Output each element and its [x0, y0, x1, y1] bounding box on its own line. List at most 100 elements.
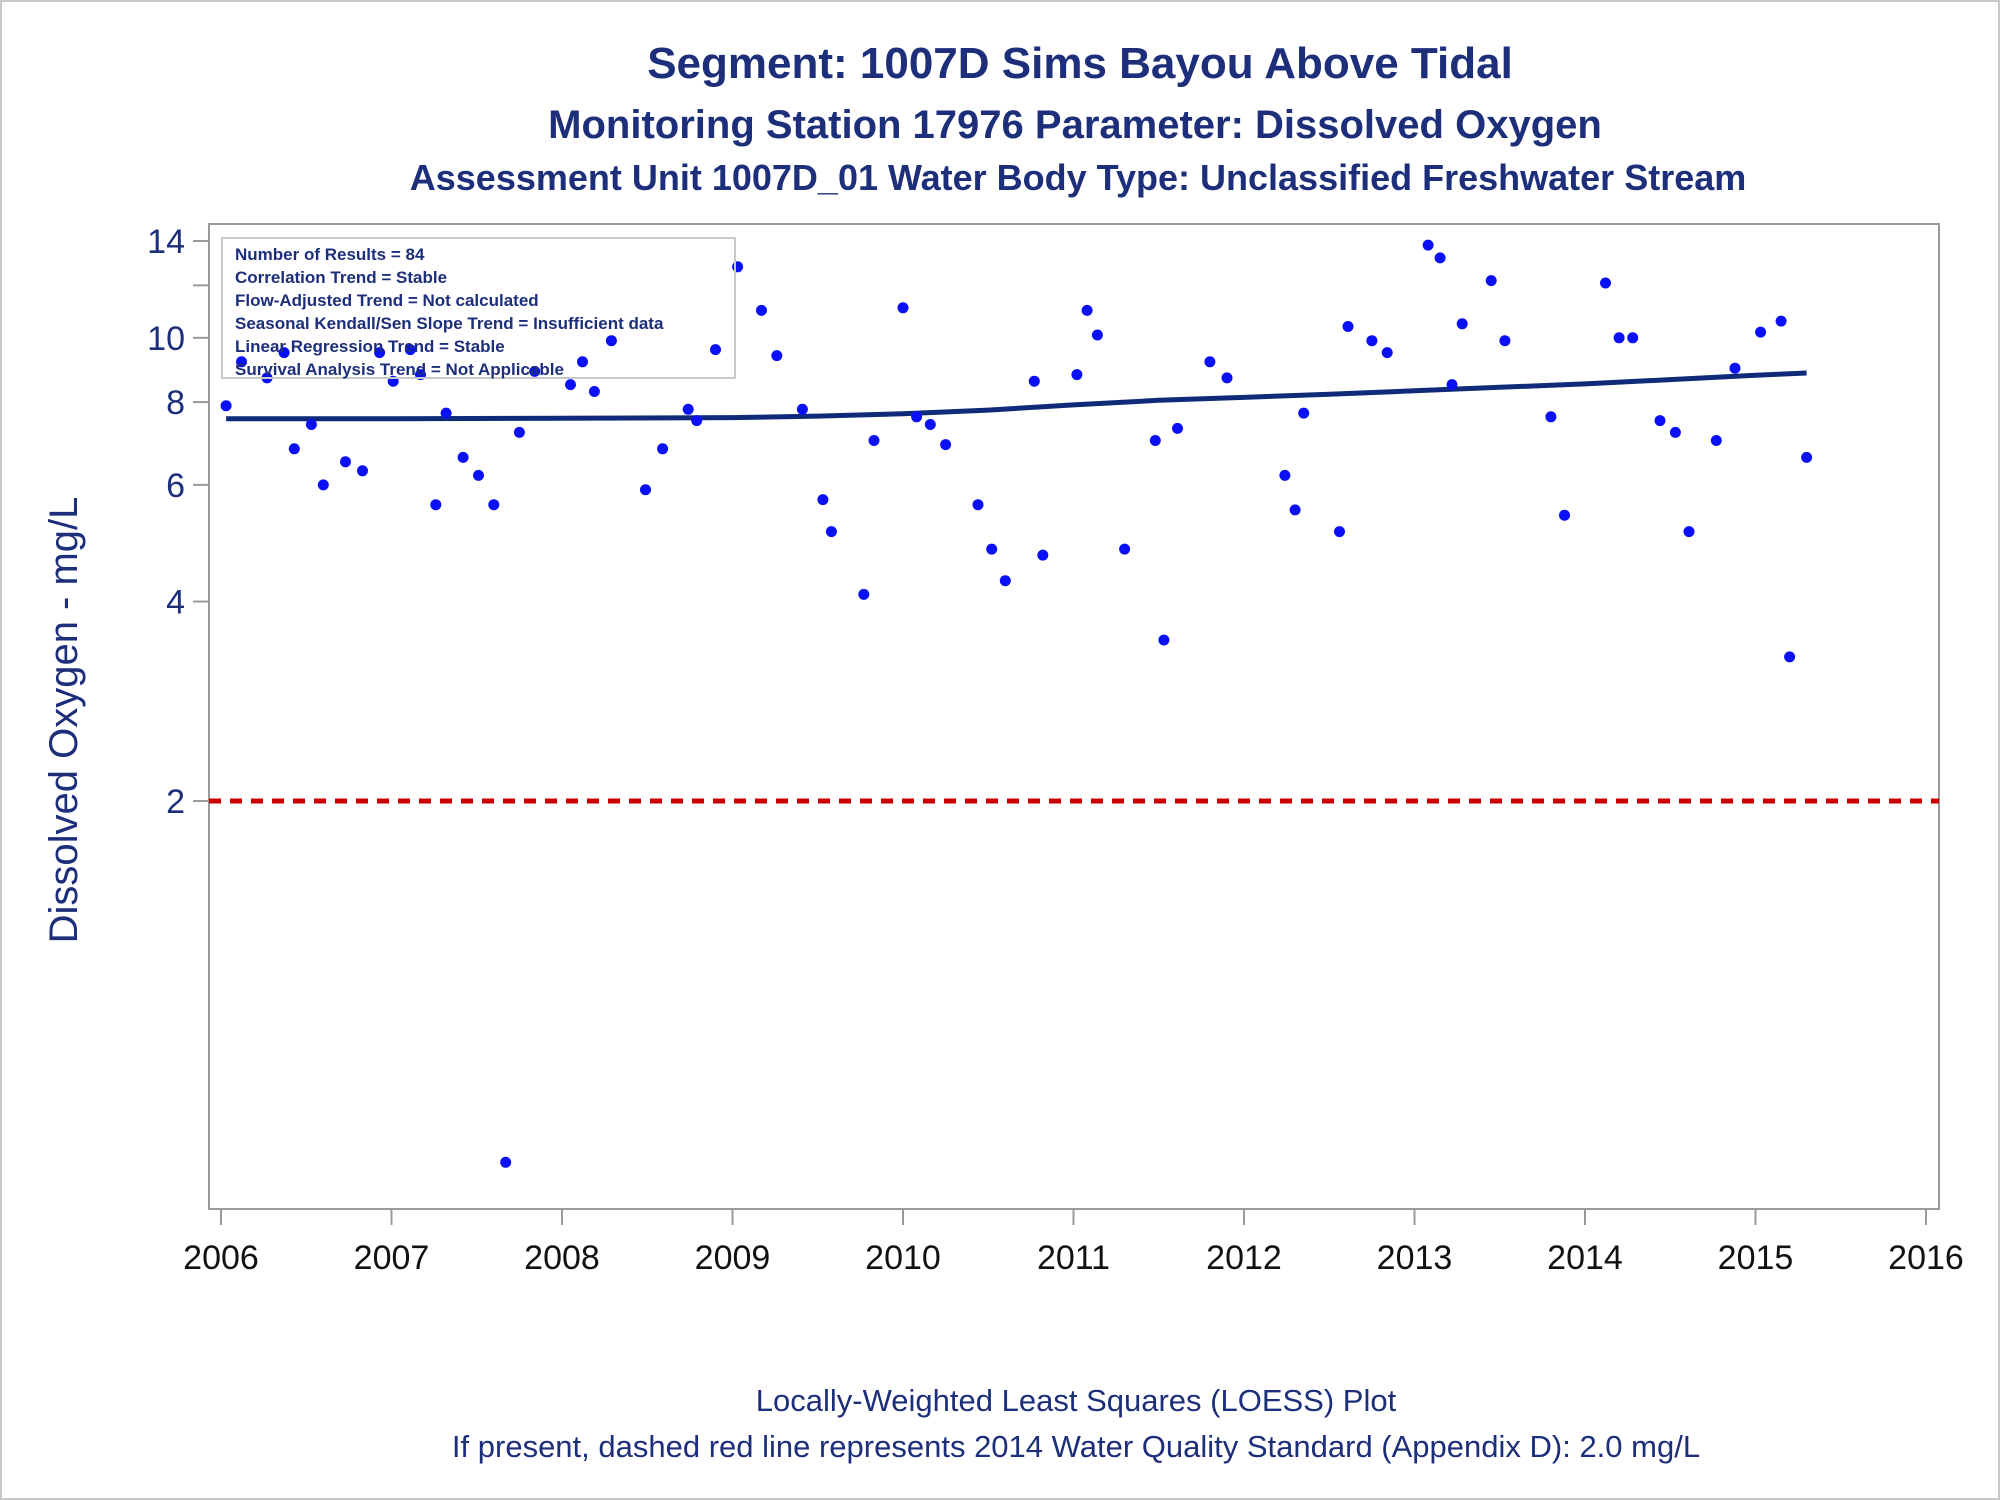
x-tick-label: 2014 [1547, 1239, 1623, 1277]
data-point [1119, 543, 1131, 555]
data-point [1545, 411, 1557, 423]
data-point [430, 499, 442, 511]
data-point [605, 335, 617, 347]
data-point [817, 494, 829, 506]
data-point [756, 304, 767, 316]
data-point [1613, 332, 1625, 344]
stats-box-frame [221, 237, 736, 379]
data-point [897, 302, 909, 314]
data-point [868, 435, 880, 446]
data-point [1446, 379, 1458, 391]
data-point [1091, 329, 1103, 341]
data-point [986, 543, 998, 555]
data-point [972, 499, 984, 511]
plot-area [208, 223, 1940, 1210]
data-point [1422, 239, 1434, 251]
loess-line [226, 370, 1807, 422]
data-point [1037, 549, 1049, 561]
data-point [1669, 426, 1681, 438]
chart-subtitle-2: Assessment Unit 1007D_01 Water Body Type… [410, 157, 1747, 198]
data-point [640, 484, 651, 496]
data-point [236, 356, 247, 368]
y-tick-label: 14 [147, 223, 185, 261]
y-axis-label: Dissolved Oxygen - mg/L [42, 497, 86, 944]
data-point [1775, 315, 1787, 327]
x-tick-label: 2012 [1206, 1239, 1282, 1277]
data-point [500, 1156, 512, 1168]
data-point [924, 419, 936, 430]
y-tick-label: 6 [166, 467, 185, 505]
data-point [1801, 451, 1813, 463]
x-tick-label: 2011 [1037, 1239, 1110, 1277]
data-point [1559, 509, 1570, 521]
data-point [1071, 369, 1083, 381]
x-tick-label: 2013 [1377, 1239, 1453, 1277]
x-tick-label: 2009 [695, 1239, 771, 1277]
data-point [1334, 526, 1345, 538]
data-point [488, 499, 500, 511]
data-point [1710, 435, 1722, 446]
data-point [317, 479, 329, 491]
data-point [1784, 651, 1796, 663]
data-point [732, 261, 744, 273]
chart-subtitle-1: Monitoring Station 17976 Parameter: Diss… [548, 103, 1602, 147]
y-axis: 14 10 8 6 4 2 [147, 223, 209, 821]
data-point [513, 426, 525, 438]
stat-survival-analysis-trend: Survival Analysis Trend = Not Applicable [235, 360, 564, 379]
data-point [1279, 469, 1291, 481]
data-point [357, 465, 368, 477]
data-point [1158, 634, 1170, 646]
stat-linear-regression-trend: Linear Regression Trend = Stable [235, 337, 505, 356]
footnote-2: If present, dashed red line represents 2… [452, 1429, 1700, 1464]
data-point [1627, 332, 1639, 344]
footnote-1: Locally-Weighted Least Squares (LOESS) P… [756, 1383, 1397, 1418]
data-point [288, 443, 300, 455]
x-tick-label: 2015 [1718, 1239, 1794, 1277]
stat-number-of-results: Number of Results = 84 [235, 245, 425, 264]
data-point [1683, 526, 1695, 538]
data-point [278, 347, 290, 359]
data-point [404, 344, 416, 356]
y-tick-label: 8 [166, 384, 185, 422]
x-tick-label: 2010 [865, 1239, 941, 1277]
stat-correlation-trend: Correlation Trend = Stable [235, 268, 447, 287]
x-tick-label: 2008 [524, 1239, 600, 1277]
data-point [340, 456, 351, 468]
x-tick-label: 2007 [354, 1239, 430, 1277]
data-point [565, 379, 576, 391]
data-point [1434, 252, 1446, 264]
data-point [1755, 326, 1767, 338]
data-point [1081, 304, 1093, 316]
data-point [473, 469, 484, 481]
y-tick-label: 4 [166, 584, 185, 622]
data-point [1456, 318, 1468, 330]
x-tick-label: 2016 [1888, 1239, 1964, 1277]
loess-layer [226, 370, 1807, 422]
data-point [457, 451, 469, 463]
data-point [682, 403, 694, 415]
data-point [1499, 335, 1511, 347]
data-point [1654, 415, 1666, 427]
data-point [1600, 277, 1611, 289]
data-point [440, 407, 452, 419]
y-tick-label: 2 [166, 783, 185, 821]
data-point [691, 415, 703, 427]
data-point [1729, 362, 1741, 374]
data-point [577, 356, 588, 368]
data-point [1172, 422, 1183, 434]
data-point [911, 411, 923, 423]
x-tick-label: 2006 [183, 1239, 259, 1277]
data-point [999, 575, 1011, 587]
data-point [796, 403, 808, 415]
chart-title: Segment: 1007D Sims Bayou Above Tidal [647, 39, 1513, 88]
stats-box: Number of Results = 84 Correlation Trend… [221, 237, 736, 379]
data-point [657, 443, 669, 455]
data-point [374, 347, 386, 359]
x-axis: 2006 2007 2008 2009 2010 2011 2012 2013 2014 2015… [183, 1209, 1964, 1277]
data-point [529, 365, 541, 377]
data-point [710, 344, 721, 356]
data-point [1298, 407, 1310, 419]
data-point [1342, 321, 1354, 332]
data-point [1381, 347, 1393, 359]
